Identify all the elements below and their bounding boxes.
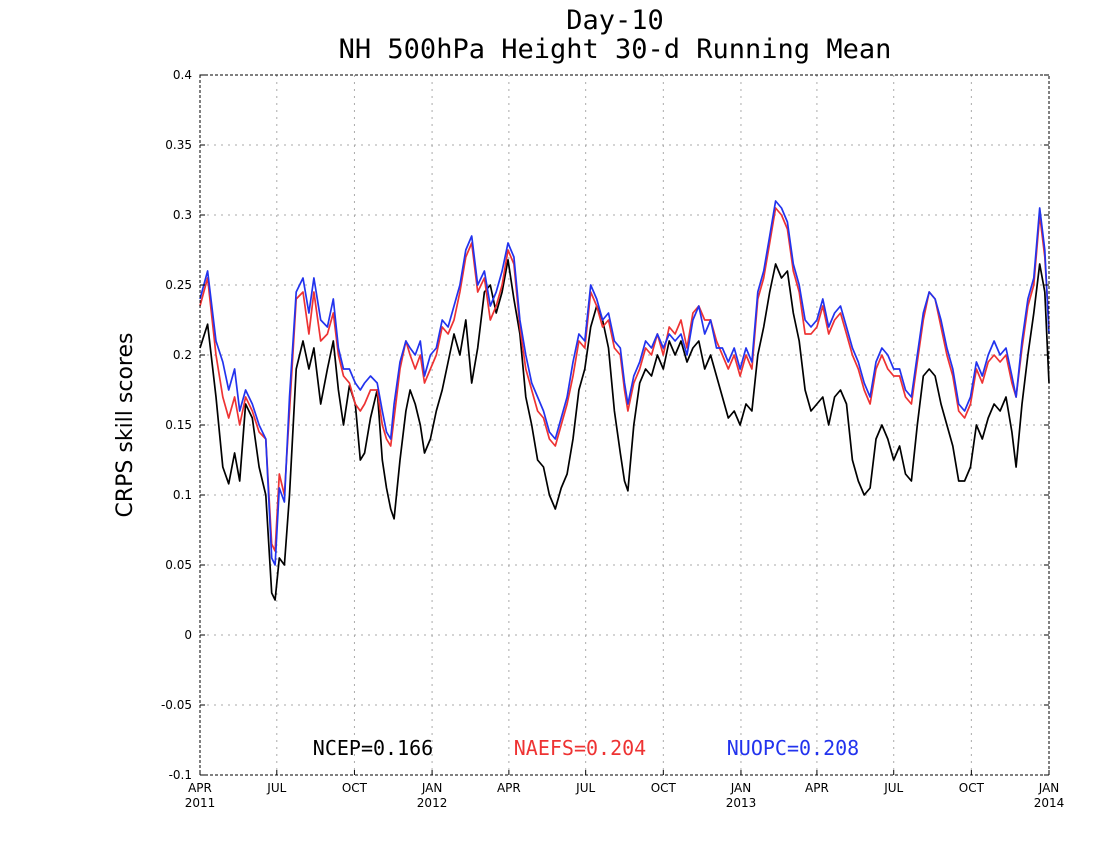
series-line-ncep [199,258,1050,601]
chart-title: Day-10 NH 500hPa Height 30-d Running Mea… [339,5,892,65]
y-tick-label: 0.2 [173,348,192,362]
y-tick-label: -0.1 [169,768,192,782]
series-line-nuopc [199,200,1050,566]
y-axis-label: CRPS skill scores [113,333,138,518]
legend-item-naefs: NAEFS=0.204 [514,736,646,760]
x-tick-year-label: 2013 [726,796,757,810]
x-tick-label: JAN [1038,781,1060,795]
x-tick-label: APR [497,781,521,795]
y-tick-label: 0.3 [173,208,192,222]
x-tick-label: JAN [730,781,752,795]
x-tick-label: OCT [342,781,368,795]
y-tick-label: 0.15 [165,418,192,432]
x-tick-year-label: 2014 [1034,796,1065,810]
chart-title-line-2: NH 500hPa Height 30-d Running Mean [339,34,892,65]
x-tick-label: APR [188,781,212,795]
chart-title-line-1: Day-10 [566,5,664,36]
x-tick-label: APR [805,781,829,795]
series-lines [199,200,1050,601]
y-tick-label: 0 [184,628,192,642]
y-tick-label: 0.25 [165,278,192,292]
legend-item-ncep: NCEP=0.166 [313,736,433,760]
y-tick-label: 0.4 [173,68,192,82]
x-tick-year-label: 2011 [185,796,216,810]
y-tick-label: 0.05 [165,558,192,572]
legend: NCEP=0.166 NAEFS=0.204 NUOPC=0.208 [313,736,859,760]
y-tick-label: 0.35 [165,138,192,152]
x-tick-label: JUL [883,781,903,795]
y-tick-label: -0.05 [161,698,192,712]
x-tick-label: OCT [651,781,677,795]
x-tick-label: JAN [421,781,443,795]
x-tick-label: JUL [575,781,595,795]
x-tick-year-label: 2012 [417,796,448,810]
legend-item-nuopc: NUOPC=0.208 [727,736,859,760]
y-tick-label: 0.1 [173,488,192,502]
y-axis: -0.1 -0.05 0 0.05 0.1 0.15 0.2 0.25 0.3 0.35 0.4 [161,68,1049,782]
grid [200,75,1049,775]
x-tick-label: JUL [266,781,286,795]
x-tick-label: OCT [959,781,985,795]
